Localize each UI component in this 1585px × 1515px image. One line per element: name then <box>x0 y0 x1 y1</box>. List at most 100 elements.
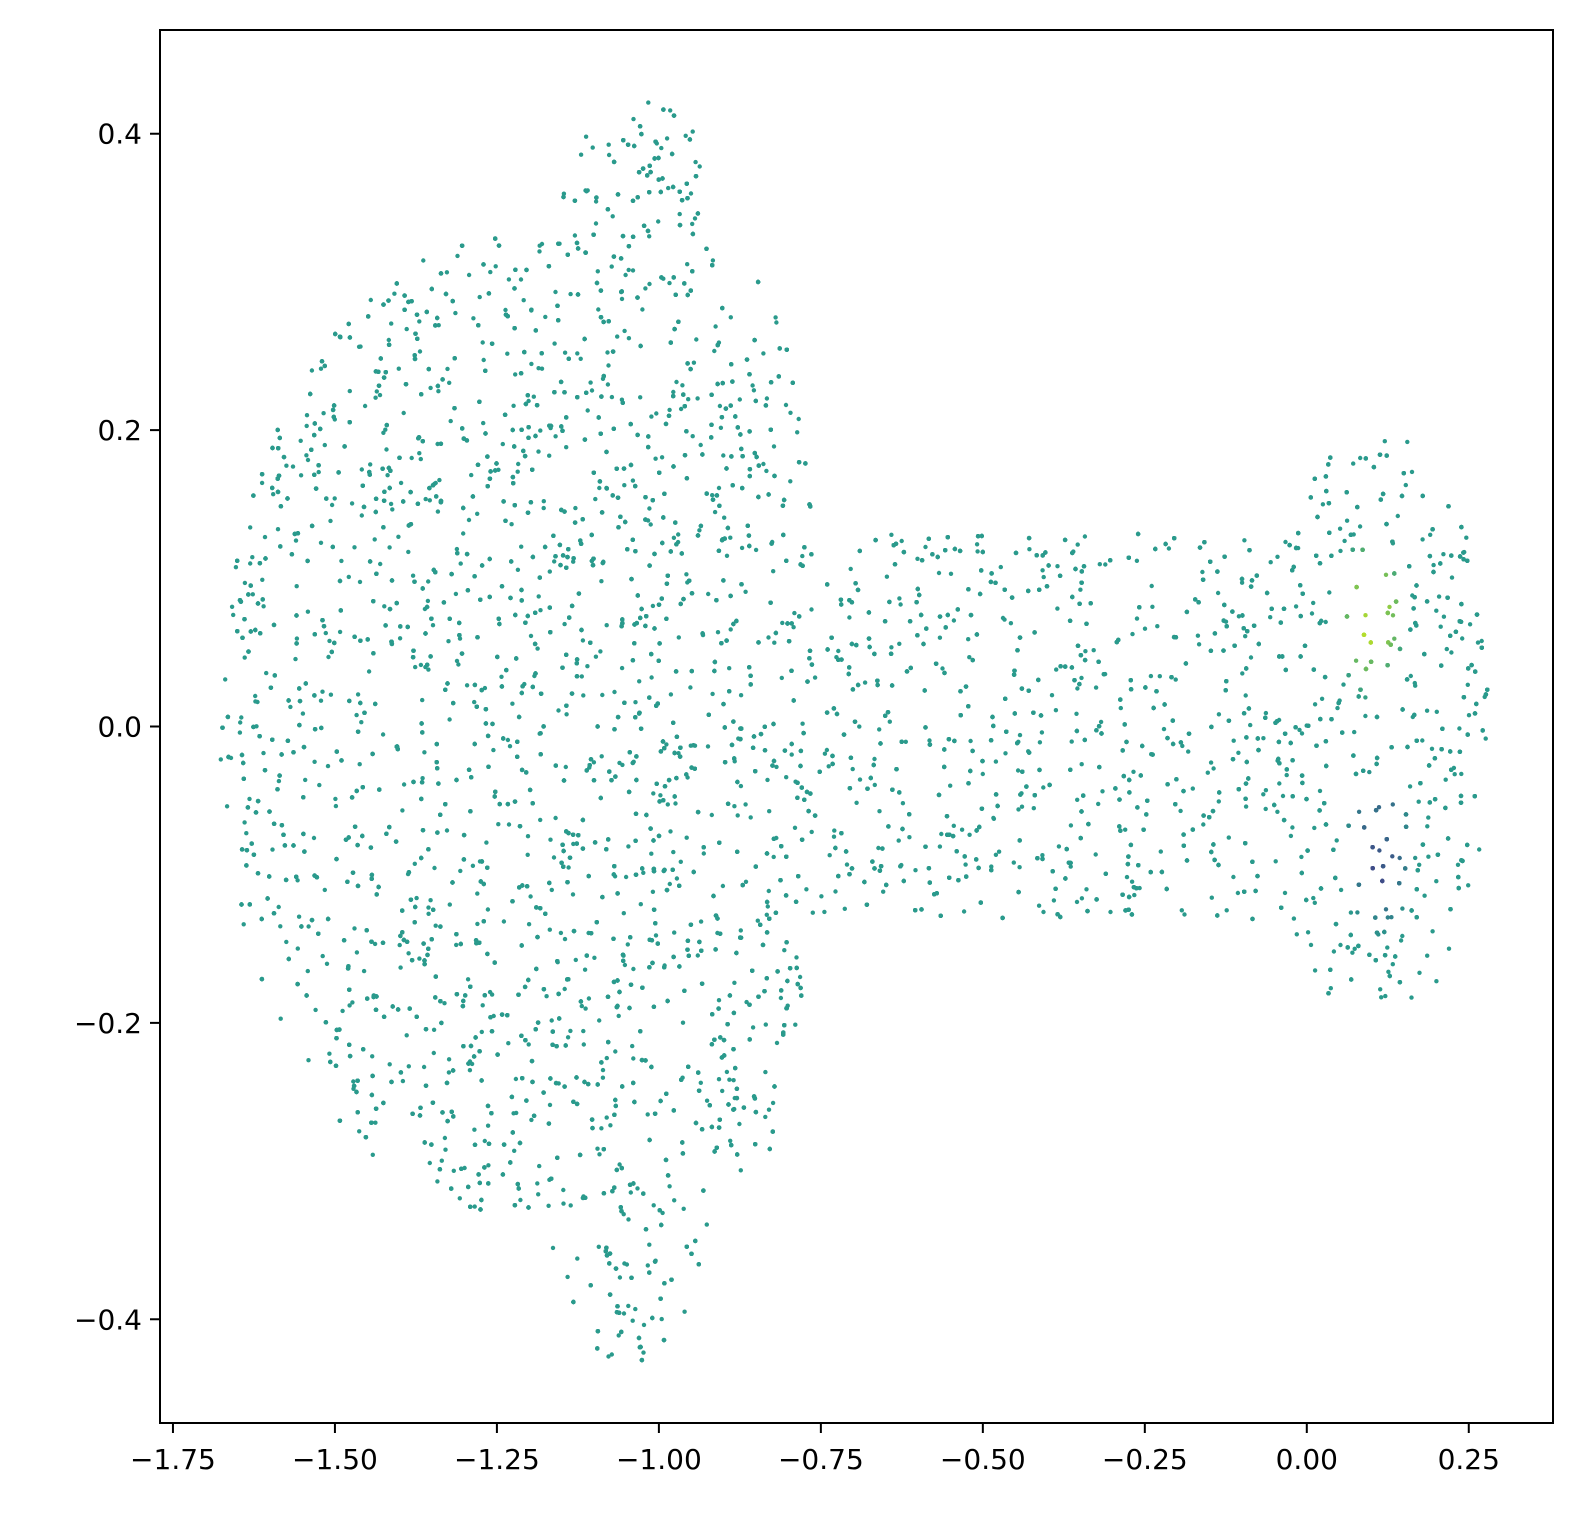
scatter-point <box>237 730 243 735</box>
scatter-point <box>678 859 683 864</box>
scatter-point <box>774 320 779 325</box>
scatter-point <box>417 956 422 961</box>
scatter-point <box>591 760 597 765</box>
scatter-point <box>737 397 742 402</box>
scatter-point <box>387 545 392 550</box>
scatter-point <box>571 841 576 847</box>
scatter-point <box>1091 648 1096 653</box>
scatter-point <box>1483 736 1488 741</box>
scatter-point <box>948 783 953 788</box>
scatter-point <box>271 492 276 497</box>
scatter-point <box>951 618 957 623</box>
scatter-point <box>647 506 652 511</box>
scatter-point <box>1299 854 1304 860</box>
scatter-point <box>229 604 235 609</box>
scatter-point <box>1334 838 1339 843</box>
scatter-point <box>763 1022 768 1027</box>
scatter-point <box>1409 469 1415 475</box>
scatter-point <box>276 904 281 910</box>
scatter-point <box>732 980 737 985</box>
scatter-point <box>484 840 489 845</box>
scatter-point <box>1097 562 1103 567</box>
scatter-point <box>253 693 258 699</box>
scatter-point <box>546 1203 551 1209</box>
scatter-point <box>512 1148 517 1154</box>
scatter-point <box>1317 788 1323 794</box>
scatter-point <box>766 635 771 640</box>
scatter-point <box>1008 621 1014 626</box>
scatter-point <box>516 461 521 467</box>
scatter-point <box>698 919 704 924</box>
scatter-point <box>1383 572 1389 577</box>
scatter-point <box>585 408 590 413</box>
scatter-point <box>461 531 466 536</box>
scatter-point <box>720 1088 725 1094</box>
scatter-point <box>1041 909 1046 915</box>
scatter-point <box>536 366 541 371</box>
scatter-point <box>683 133 688 138</box>
scatter-point <box>827 853 832 858</box>
scatter-point <box>573 505 578 511</box>
scatter-point <box>690 434 695 439</box>
scatter-point <box>996 849 1002 854</box>
scatter-point <box>630 478 636 483</box>
scatter-point <box>1082 534 1088 539</box>
scatter-point <box>448 418 453 424</box>
scatter-point <box>1215 590 1221 596</box>
scatter-point <box>435 1179 440 1184</box>
scatter-point <box>588 380 593 385</box>
scatter-point <box>659 455 665 460</box>
scatter-point <box>643 286 648 291</box>
scatter-point <box>1224 908 1229 913</box>
scatter-point <box>1378 987 1383 992</box>
scatter-point <box>374 389 379 394</box>
scatter-point <box>241 922 246 927</box>
scatter-point <box>761 461 766 467</box>
scatter-point <box>589 388 595 393</box>
scatter-point <box>766 888 771 894</box>
scatter-point <box>764 912 769 917</box>
scatter-point <box>809 829 814 835</box>
scatter-point <box>794 955 799 960</box>
scatter-point <box>541 505 546 511</box>
scatter-point <box>305 968 310 974</box>
scatter-point <box>716 485 722 491</box>
scatter-point <box>562 350 568 355</box>
scatter-point <box>819 894 824 899</box>
scatter-point <box>340 1008 345 1014</box>
scatter-point <box>612 689 617 695</box>
scatter-point <box>595 1146 600 1151</box>
scatter-point <box>772 640 777 645</box>
scatter-point <box>788 479 793 484</box>
scatter-point <box>430 623 436 628</box>
scatter-point <box>396 534 401 539</box>
scatter-point <box>1000 615 1006 621</box>
scatter-point <box>431 1050 436 1056</box>
scatter-point <box>1400 906 1405 911</box>
scatter-point <box>738 1168 743 1173</box>
scatter-point <box>667 280 672 286</box>
scatter-point <box>426 667 431 672</box>
scatter-point <box>716 1077 722 1082</box>
scatter-point <box>1093 852 1098 857</box>
scatter-point <box>665 802 670 807</box>
scatter-point <box>507 744 513 749</box>
scatter-point <box>290 464 296 469</box>
scatter-point <box>451 1168 456 1174</box>
scatter-point <box>439 1158 444 1163</box>
scatter-point <box>571 559 576 564</box>
scatter-point <box>887 719 892 724</box>
scatter-point <box>322 442 327 448</box>
scatter-point <box>535 1181 540 1186</box>
scatter-point <box>1284 772 1289 778</box>
scatter-point <box>1039 730 1045 735</box>
scatter-point <box>641 870 646 875</box>
scatter-point <box>1459 771 1464 777</box>
scatter-point <box>884 574 890 579</box>
scatter-point <box>1328 986 1334 991</box>
scatter-point <box>633 700 638 705</box>
scatter-point <box>537 1163 542 1169</box>
scatter-point <box>501 919 507 924</box>
scatter-point <box>436 323 441 328</box>
scatter-point <box>447 902 452 907</box>
